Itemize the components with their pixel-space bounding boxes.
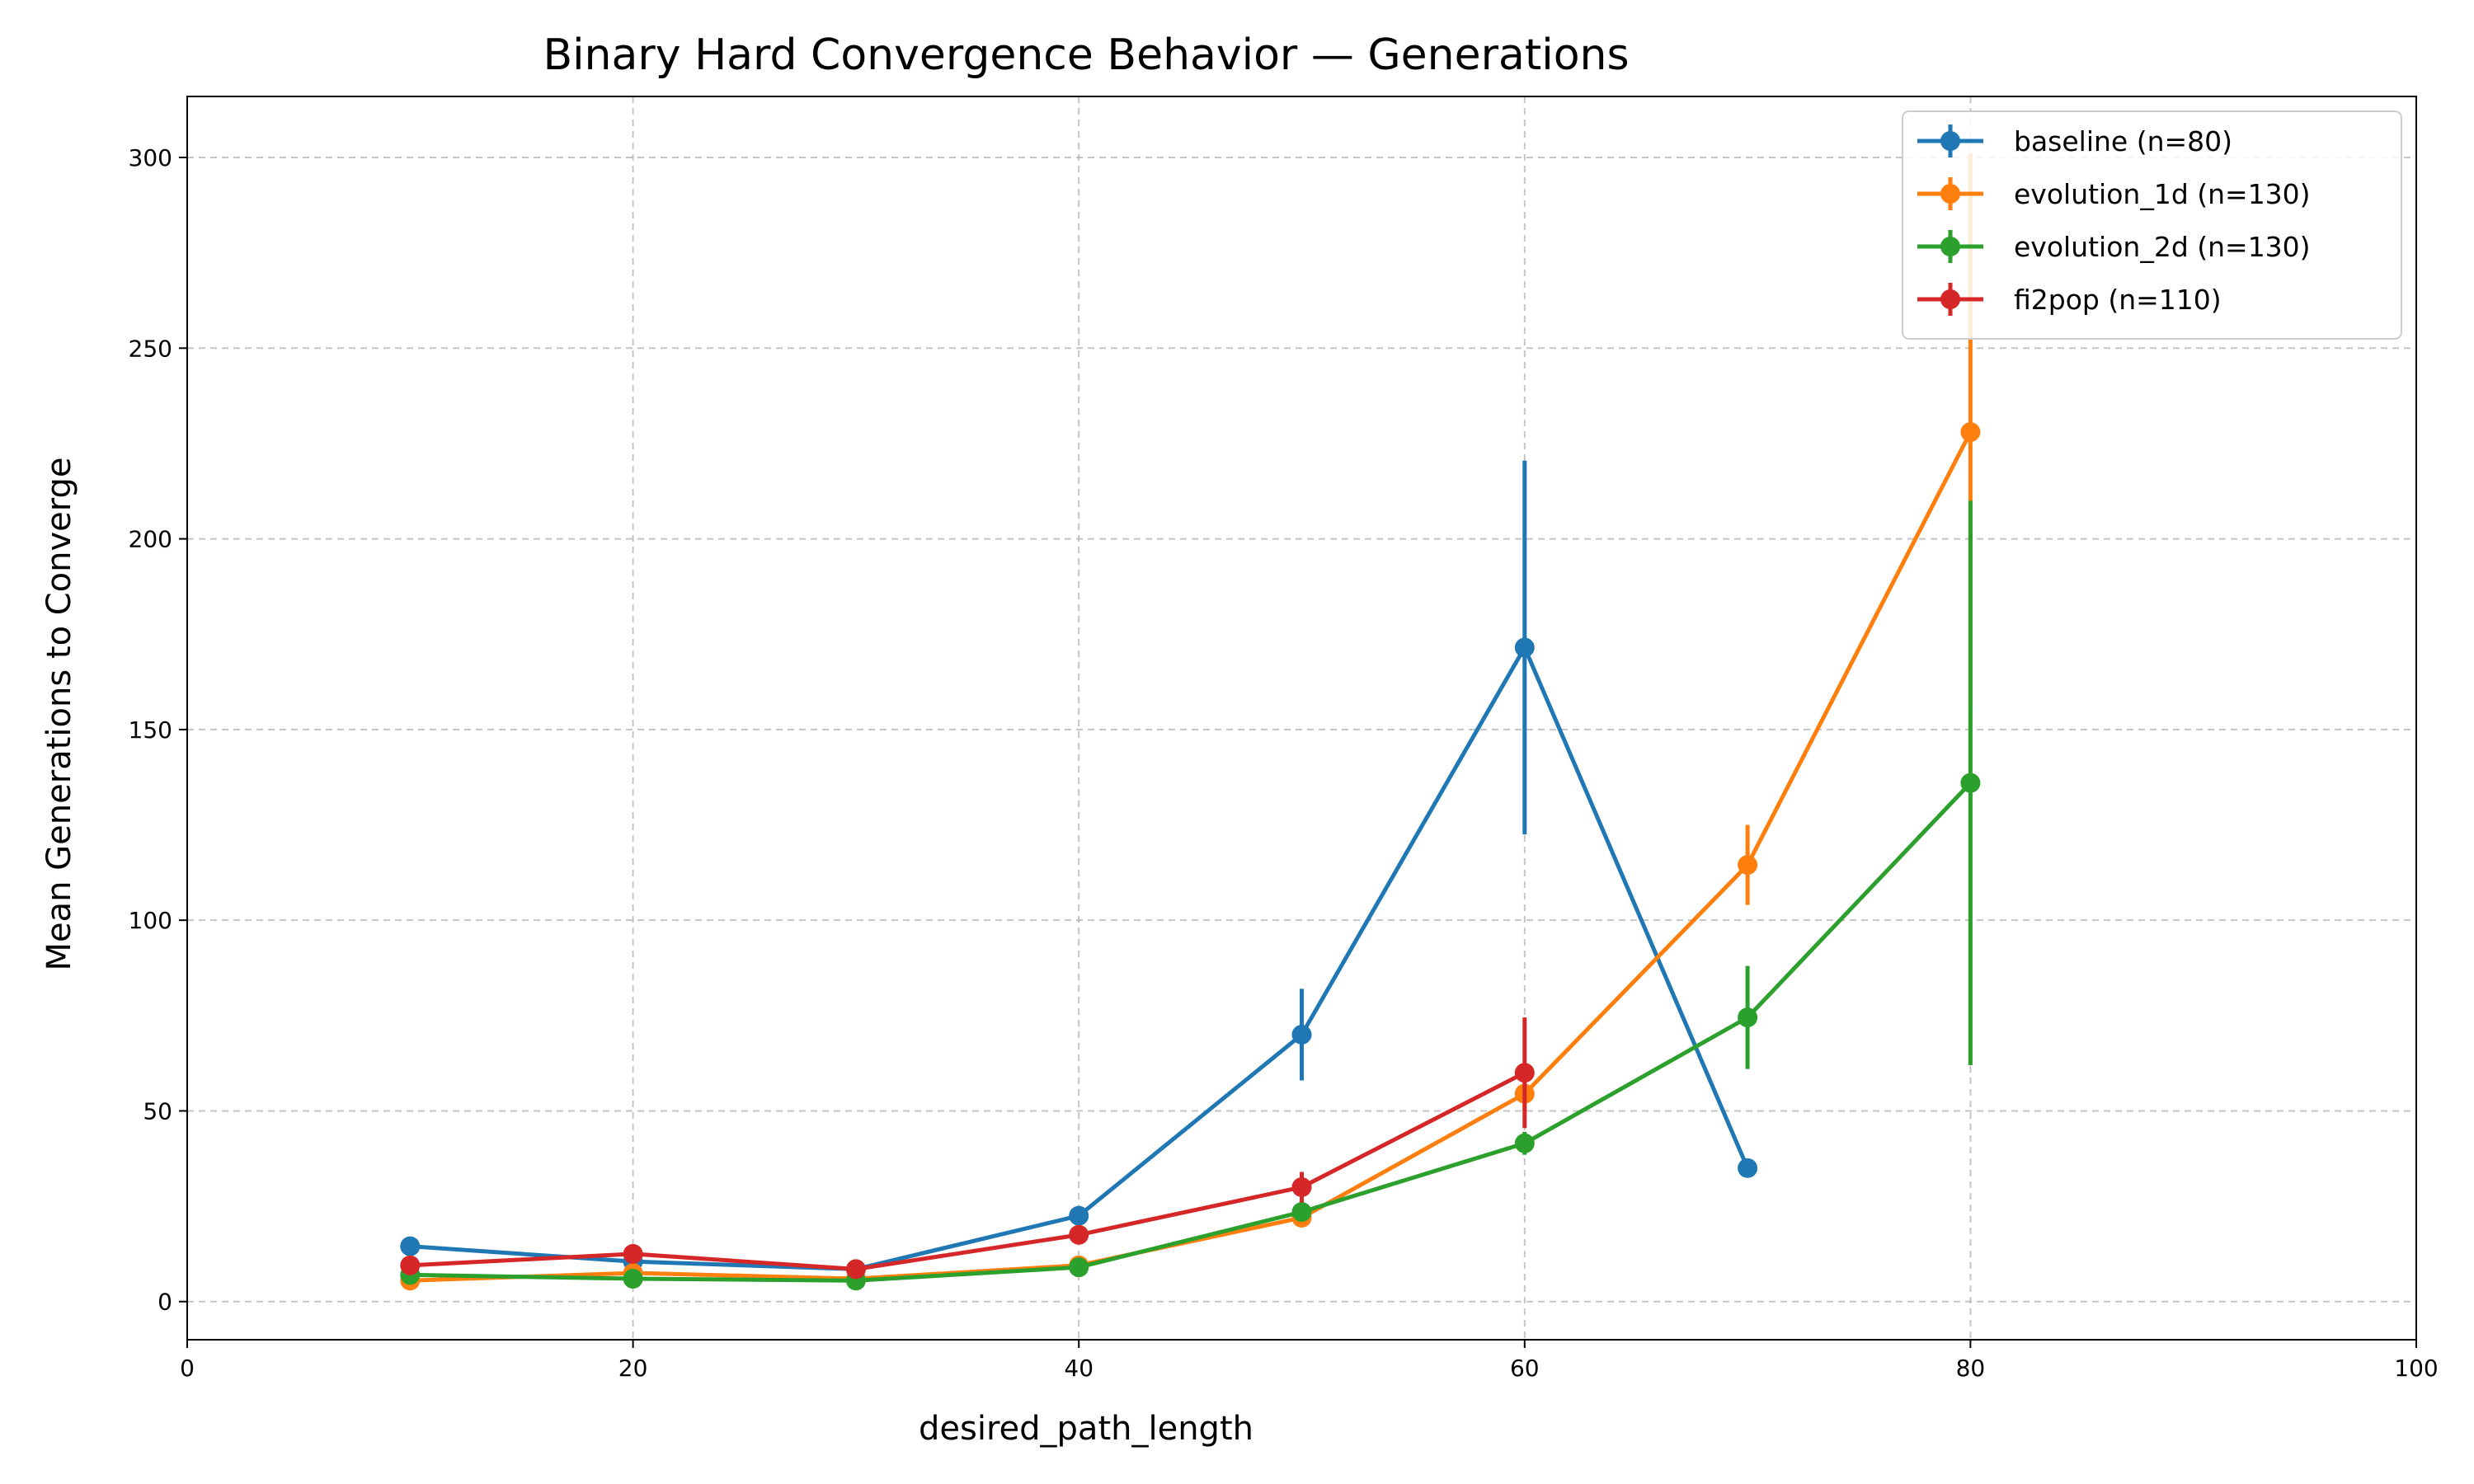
chart-title: Binary Hard Convergence Behavior — Gener… xyxy=(543,31,1629,80)
x-axis-label: desired_path_length xyxy=(919,1410,1253,1448)
y-tick-label: 100 xyxy=(129,907,172,934)
legend-label: fi2pop (n=110) xyxy=(2014,284,2222,316)
data-point xyxy=(1069,1257,1089,1278)
legend-swatch-marker xyxy=(1940,184,1960,204)
x-tick-label: 60 xyxy=(1510,1355,1540,1382)
y-tick-label: 200 xyxy=(129,526,172,553)
x-tick-label: 0 xyxy=(180,1355,195,1382)
data-point xyxy=(1069,1224,1089,1245)
data-point xyxy=(1514,1133,1535,1153)
series-line xyxy=(410,1070,1526,1271)
legend-box xyxy=(1902,110,2402,340)
plot-frame xyxy=(186,96,2417,1341)
series-2 xyxy=(400,500,1981,1291)
data-point xyxy=(1960,422,1981,443)
data-point xyxy=(1514,637,1535,658)
series-3 xyxy=(400,1017,1535,1280)
grid-layer xyxy=(186,96,2417,1340)
data-point xyxy=(1291,1024,1312,1045)
data-point xyxy=(623,1268,643,1289)
data-point xyxy=(1069,1205,1089,1226)
legend-label: baseline (n=80) xyxy=(2014,125,2232,157)
y-tick-label: 250 xyxy=(129,335,172,362)
y-tick-label: 300 xyxy=(129,144,172,171)
ticks-layer: 0 20 40 60 80 100 0 50 100 150 200 250 300 xyxy=(129,144,2439,1382)
legend-swatch-marker xyxy=(1940,131,1960,151)
legend-swatch-marker xyxy=(1940,289,1960,309)
series-line xyxy=(410,781,1973,1283)
data-point xyxy=(1738,855,1758,876)
legend-item: baseline (n=80) xyxy=(1917,124,2232,157)
y-tick-label: 0 xyxy=(158,1289,172,1316)
data-point xyxy=(400,1236,421,1256)
x-tick-label: 80 xyxy=(1956,1355,1986,1382)
data-point xyxy=(845,1259,866,1280)
legend-label: evolution_1d (n=130) xyxy=(2014,178,2311,210)
legend-item: evolution_2d (n=130) xyxy=(1917,230,2311,263)
data-point xyxy=(1738,1007,1758,1028)
data-point xyxy=(400,1255,421,1275)
y-axis-label: Mean Generations to Converge xyxy=(40,457,78,970)
data-point xyxy=(1291,1202,1312,1223)
x-tick-label: 40 xyxy=(1064,1355,1094,1382)
y-tick-label: 150 xyxy=(129,716,172,744)
y-tick-label: 50 xyxy=(143,1097,172,1125)
data-point xyxy=(1738,1158,1758,1178)
legend-label: evolution_2d (n=130) xyxy=(2014,231,2311,263)
legend-item: fi2pop (n=110) xyxy=(1917,283,2222,316)
data-point xyxy=(623,1243,643,1264)
x-tick-label: 20 xyxy=(618,1355,648,1382)
legend-swatch-marker xyxy=(1940,237,1960,256)
legend: baseline (n=80) evolution_1d (n=130) evolu… xyxy=(1902,110,2402,340)
data-point xyxy=(1291,1176,1312,1197)
x-tick-label: 100 xyxy=(2394,1355,2438,1382)
series-layer xyxy=(400,153,1981,1291)
data-point xyxy=(1960,773,1981,793)
legend-item: evolution_1d (n=130) xyxy=(1917,177,2311,210)
data-point xyxy=(1514,1063,1535,1083)
